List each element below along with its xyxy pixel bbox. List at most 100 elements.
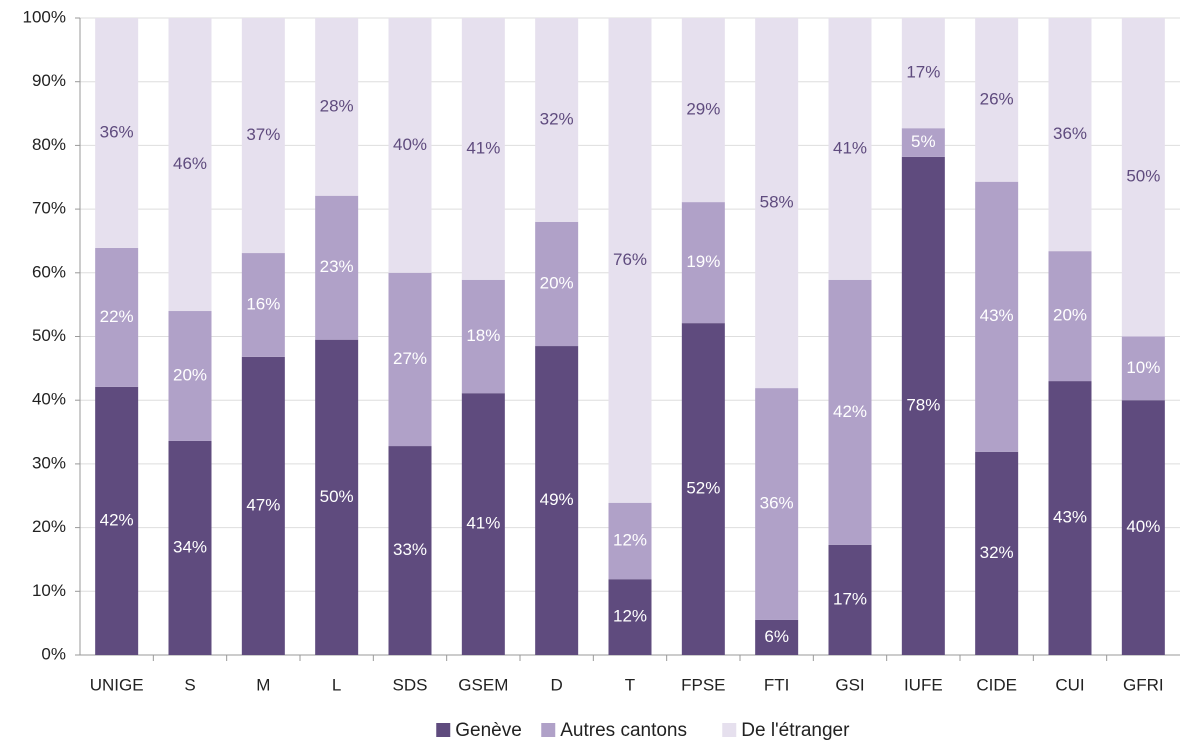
legend-label: Genève [455,720,522,741]
bar-segment [168,18,212,312]
bar-segment [95,18,139,248]
data-label: 20% [1053,306,1087,325]
bar-segment [388,446,432,655]
x-tick-label: SDS [393,675,428,694]
y-tick-label: 0% [41,644,66,663]
data-label: 26% [980,89,1014,108]
data-label: 41% [466,514,500,533]
x-tick-label: CIDE [976,675,1017,694]
data-label: 20% [540,273,574,292]
data-label: 46% [173,154,207,173]
data-label: 47% [246,495,280,514]
bar-segment [315,339,359,655]
data-label: 23% [320,257,354,276]
bar-segment [535,346,579,655]
x-tick-label: GFRI [1123,675,1164,694]
data-label: 49% [540,490,574,509]
data-label: 5% [911,132,936,151]
legend-label: De l'étranger [741,720,850,741]
bar-segment [975,181,1019,452]
data-label: 29% [686,100,720,119]
bar-segment [95,386,139,655]
bar-segment [1121,336,1165,401]
bar-segment [828,18,872,280]
data-label: 18% [466,326,500,345]
x-tick-label: FPSE [681,675,725,694]
y-tick-label: 40% [32,390,66,409]
x-tick-label: GSEM [458,675,508,694]
x-tick-label: UNIGE [90,675,144,694]
data-label: 32% [540,109,574,128]
data-label: 27% [393,349,427,368]
data-label: 78% [906,395,940,414]
data-label: 41% [466,138,500,157]
y-tick-label: 20% [32,517,66,536]
bar-segment [1048,251,1092,382]
y-tick-label: 100% [23,7,66,26]
bar-segment [168,311,212,441]
data-label: 40% [1126,517,1160,536]
data-label: 17% [906,63,940,82]
data-label: 76% [613,250,647,269]
bar-segment [461,279,505,394]
y-tick-label: 90% [32,71,66,90]
y-tick-label: 30% [32,453,66,472]
data-label: 50% [320,487,354,506]
bar-segment [901,156,945,655]
data-label: 28% [320,96,354,115]
data-label: 20% [173,365,207,384]
legend-label: Autres cantons [560,720,687,741]
data-label: 12% [613,530,647,549]
bar-segment [975,451,1019,655]
data-label: 37% [246,125,280,144]
legend-swatch [436,723,451,737]
x-tick-label: D [551,675,563,694]
x-tick-label: GSI [835,675,864,694]
x-tick-label: CUI [1055,675,1084,694]
bar-segment [901,18,945,129]
bar-segment [95,247,139,387]
data-label: 10% [1126,358,1160,377]
x-tick-label: T [625,675,635,694]
bar-segment [1048,381,1092,655]
bar-segment [461,393,505,655]
bar-segment [535,221,579,347]
data-label: 50% [1126,167,1160,186]
bar-segment [608,579,652,655]
x-tick-label: IUFE [904,675,943,694]
y-tick-label: 80% [32,135,66,154]
bar-segment [315,18,359,196]
bar-segment [241,253,285,357]
x-tick-label: L [332,675,341,694]
data-label: 36% [100,122,134,141]
legend-swatch [541,723,556,737]
bar-segment [681,323,725,655]
y-tick-label: 60% [32,262,66,281]
bar-segment [241,356,285,655]
bar-segment [828,544,872,655]
bar-segment [168,440,212,655]
data-label: 19% [686,252,720,271]
data-label: 42% [100,510,134,529]
data-label: 6% [764,627,789,646]
bar-segment [755,619,799,655]
data-label: 36% [1053,124,1087,143]
x-tick-label: M [256,675,270,694]
bar-segment [975,18,1019,182]
legend-swatch [722,723,737,737]
bar-segment [241,18,285,254]
bar-segment [1121,400,1165,655]
bar-segment [755,388,799,620]
bar-segment [388,272,432,447]
x-tick-label: FTI [764,675,790,694]
data-label: 40% [393,135,427,154]
data-label: 43% [980,306,1014,325]
bar-segment [828,279,872,545]
data-label: 36% [760,494,794,513]
data-label: 34% [173,537,207,556]
y-tick-label: 10% [32,581,66,600]
bar-segment [681,202,725,324]
bar-segment [461,18,505,280]
bar-segment [608,18,652,503]
data-label: 41% [833,138,867,157]
